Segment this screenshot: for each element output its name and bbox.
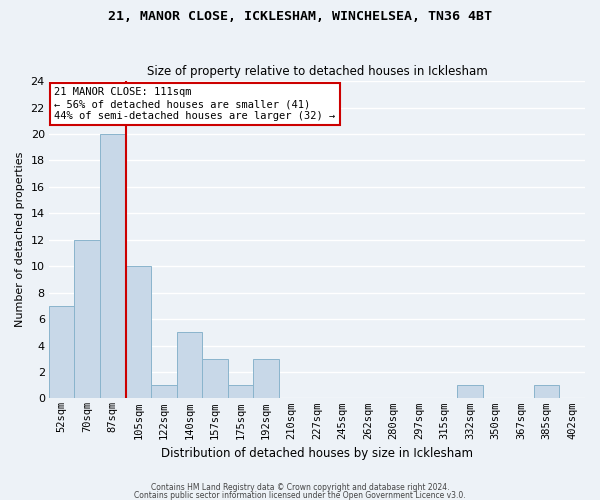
Text: Contains public sector information licensed under the Open Government Licence v3: Contains public sector information licen… bbox=[134, 490, 466, 500]
Bar bbox=[125, 266, 151, 398]
Text: 21 MANOR CLOSE: 111sqm
← 56% of detached houses are smaller (41)
44% of semi-det: 21 MANOR CLOSE: 111sqm ← 56% of detached… bbox=[55, 88, 335, 120]
Bar bbox=[100, 134, 125, 398]
Bar bbox=[49, 306, 74, 398]
Bar bbox=[227, 385, 253, 398]
Bar bbox=[534, 385, 559, 398]
Text: Contains HM Land Registry data © Crown copyright and database right 2024.: Contains HM Land Registry data © Crown c… bbox=[151, 484, 449, 492]
Title: Size of property relative to detached houses in Icklesham: Size of property relative to detached ho… bbox=[146, 66, 487, 78]
Bar bbox=[176, 332, 202, 398]
Text: 21, MANOR CLOSE, ICKLESHAM, WINCHELSEA, TN36 4BT: 21, MANOR CLOSE, ICKLESHAM, WINCHELSEA, … bbox=[108, 10, 492, 23]
Y-axis label: Number of detached properties: Number of detached properties bbox=[15, 152, 25, 328]
Bar bbox=[151, 385, 176, 398]
Bar bbox=[457, 385, 483, 398]
Bar bbox=[253, 358, 278, 399]
Bar bbox=[202, 358, 227, 399]
X-axis label: Distribution of detached houses by size in Icklesham: Distribution of detached houses by size … bbox=[161, 447, 473, 460]
Bar bbox=[74, 240, 100, 398]
